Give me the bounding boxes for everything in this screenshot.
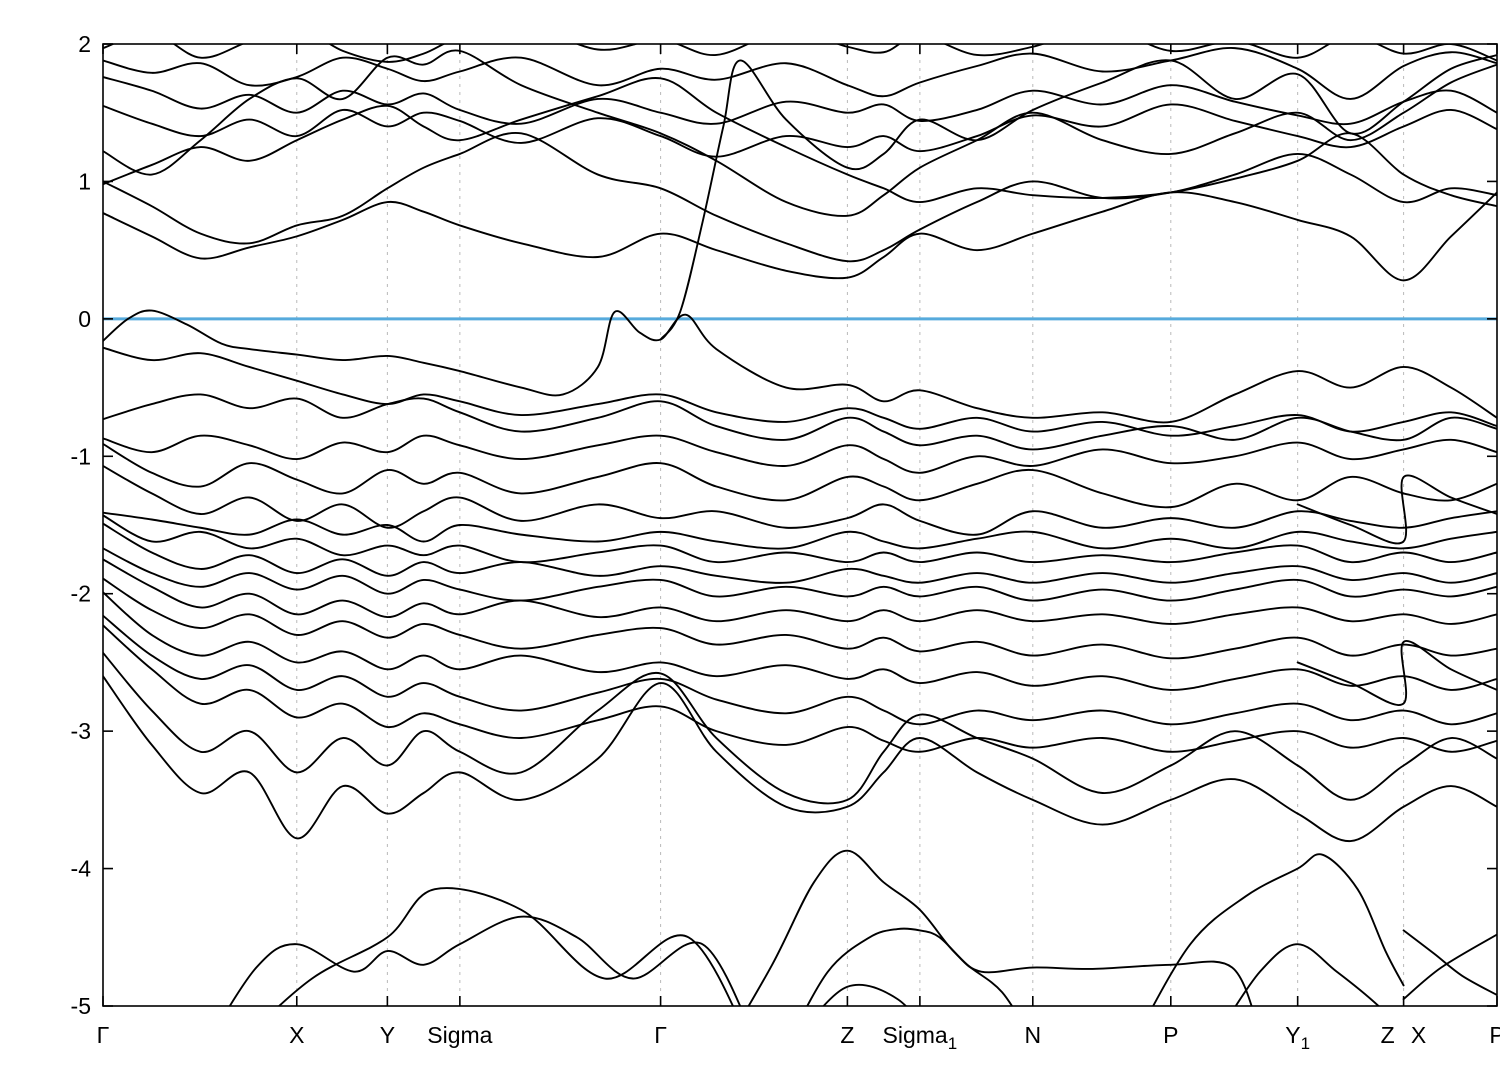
band-line (103, 577, 1497, 660)
band-line (103, 191, 1497, 282)
band-line (103, 624, 1497, 753)
figure-background (40, 16, 1500, 1066)
band-line (103, 442, 1497, 509)
band-line (103, 558, 1497, 625)
y-tick-label: -2 (71, 581, 91, 607)
band-line (103, 131, 1497, 263)
band-line (103, 614, 1497, 726)
x-tick-label: Sigma1 (883, 1022, 958, 1053)
x-tick-label: P (1163, 1022, 1178, 1048)
band-line (103, 511, 1497, 550)
y-tick-label: 0 (78, 306, 91, 332)
bands-group (103, 44, 1497, 1006)
band-line (1296, 640, 1497, 706)
band-structure-plot: Γ X Y Sigma Γ Z Sigma1 N P Y1 Z X P 2 1 0 -1 -2 -3 -4 -5 (40, 16, 1500, 1066)
y-tick-label: -4 (71, 856, 92, 882)
x-tick-label: Z (1381, 1022, 1395, 1048)
y-tick-label: 2 (78, 31, 91, 57)
band-line (1402, 929, 1497, 996)
band-line (103, 44, 1497, 63)
band-line (103, 47, 1497, 100)
band-line (103, 393, 1497, 451)
band-line (103, 547, 1497, 602)
band-line (1402, 933, 1497, 1001)
band-line (103, 76, 1497, 126)
x-tick-label: Y1 (1285, 1022, 1310, 1053)
band-line (1234, 943, 1380, 1006)
y-tick-label: -1 (71, 443, 91, 469)
y-tick-label: -3 (71, 718, 91, 744)
x-tick-label: X (289, 1022, 304, 1048)
x-tick-label: Z (840, 1022, 854, 1048)
band-line (1296, 474, 1497, 545)
band-structure-figure: Γ X Y Sigma Γ Z Sigma1 N P Y1 Z X P 2 1 0 -1 -2 -3 -4 -5 (40, 16, 1500, 1066)
y-tick-label: 1 (78, 168, 91, 194)
band-line (228, 915, 742, 1006)
band-line (103, 464, 1497, 536)
band-line (1152, 853, 1405, 1006)
band-line (103, 49, 1497, 217)
x-tick-label: Γ (97, 1022, 110, 1048)
x-tick-label: Γ (654, 1022, 667, 1048)
x-tick-label: N (1024, 1022, 1041, 1048)
band-line (103, 675, 1497, 843)
band-line (103, 522, 1497, 584)
band-line (822, 983, 908, 1006)
band-line (103, 103, 1497, 158)
band-line (103, 651, 1497, 805)
band-line (103, 591, 1497, 691)
band-line (103, 309, 1497, 424)
band-line (103, 514, 1497, 564)
x-tick-label: Sigma (427, 1022, 492, 1048)
band-line (103, 77, 1497, 208)
y-tick-label: -5 (71, 993, 91, 1019)
x-tick-label: Y (380, 1022, 395, 1048)
x-tick-label: X (1411, 1022, 1426, 1048)
band-line (806, 927, 1014, 1006)
band-line (103, 434, 1497, 474)
plot-border (102, 43, 1498, 1007)
x-tick-label: P (1489, 1022, 1500, 1048)
band-line (277, 887, 735, 1006)
band-line (103, 346, 1497, 437)
band-line (659, 54, 1497, 341)
